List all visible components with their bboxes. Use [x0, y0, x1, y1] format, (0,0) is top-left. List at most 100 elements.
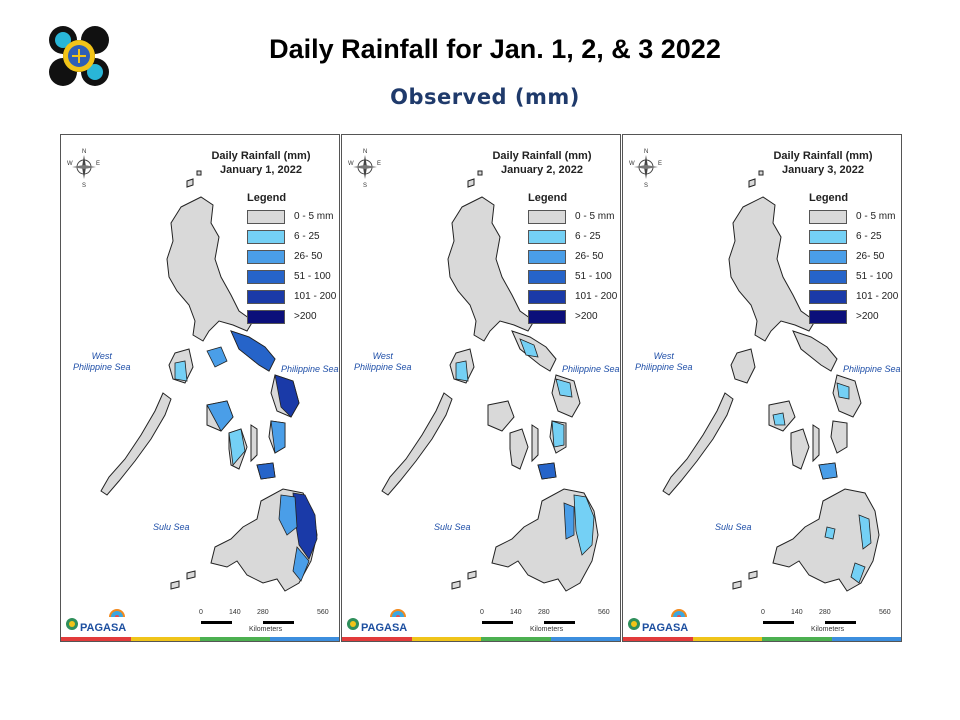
svg-text:PAGASA: PAGASA [642, 622, 688, 634]
province-shape [792, 330, 838, 372]
philippines-map [381, 170, 599, 592]
rainfall-area [850, 562, 866, 584]
svg-text:W: W [67, 161, 73, 167]
legend-swatch [247, 290, 285, 304]
rainfall-area [206, 400, 234, 432]
svg-text:E: E [96, 161, 100, 167]
legend-label: 0 - 5 mm [856, 211, 896, 222]
rainfall-area [278, 494, 298, 536]
province-shape [748, 570, 758, 580]
panel-date: January 3, 2022 [782, 164, 864, 176]
scale-tick: 140 [791, 609, 803, 616]
rainfall-area [551, 420, 565, 448]
legend-swatch [528, 290, 566, 304]
scale-unit: Kilometers [811, 626, 845, 633]
svg-text:W: W [629, 161, 635, 167]
legend-label: 6 - 25 [856, 231, 882, 242]
rainfall-area [858, 514, 872, 550]
dost-logo [47, 24, 111, 88]
legend-label: 101 - 200 [575, 291, 618, 302]
rainfall-area [274, 374, 300, 418]
province-shape [170, 580, 180, 590]
province-shape [166, 196, 254, 342]
scale-bar: 0 140 280 560 Kilometers [199, 609, 329, 635]
panel-title: Daily Rainfall (mm) January 3, 2022 [763, 149, 883, 177]
west-philippine-sea-label: West Philippine Sea [354, 351, 412, 372]
province-shape [748, 178, 756, 188]
panel-date: January 2, 2022 [501, 164, 583, 176]
svg-text:PAGASA: PAGASA [361, 622, 407, 634]
province-shape [812, 424, 820, 463]
svg-text:S: S [82, 183, 86, 189]
rainfall-area [555, 378, 573, 398]
svg-text:W: W [348, 161, 354, 167]
scale-tick: 280 [538, 609, 550, 616]
legend-swatch [247, 210, 285, 224]
scale-tick: 280 [819, 609, 831, 616]
scale-tick: 0 [199, 609, 203, 616]
legend-title: Legend [247, 192, 287, 204]
legend-swatch [528, 310, 566, 324]
rainfall-area [455, 360, 469, 382]
rainfall-area [228, 428, 246, 466]
province-shape [531, 424, 539, 463]
province-shape [381, 392, 453, 496]
svg-text:E: E [658, 161, 662, 167]
legend-label: 51 - 100 [856, 271, 893, 282]
sulu-sea-label: Sulu Sea [434, 522, 471, 532]
legend-label: 26- 50 [575, 251, 604, 262]
panel-title: Daily Rainfall (mm) January 2, 2022 [482, 149, 602, 177]
rainfall-area [292, 546, 310, 582]
svg-text:S: S [644, 183, 648, 189]
compass-rose-icon: N E S W [348, 149, 381, 189]
province-shape [186, 178, 194, 188]
legend-label: 101 - 200 [294, 291, 337, 302]
rainfall-area [519, 338, 539, 358]
panel-title: Daily Rainfall (mm) January 1, 2022 [201, 149, 321, 177]
province-shape [477, 170, 483, 176]
legend-title: Legend [809, 192, 849, 204]
legend-label: 51 - 100 [575, 271, 612, 282]
philippine-sea-label: Philippine Sea [843, 364, 901, 374]
philippine-sea-label: Philippine Sea [281, 364, 339, 374]
province-shape [662, 392, 734, 496]
rainfall-area [573, 494, 595, 556]
province-shape [250, 424, 258, 463]
rainfall-area [256, 462, 276, 480]
page-subtitle: Observed (mm) [390, 85, 580, 109]
scale-unit: Kilometers [249, 626, 283, 633]
svg-text:PAGASA: PAGASA [80, 622, 126, 634]
color-strip [342, 637, 620, 641]
rainfall-area [772, 412, 786, 426]
scale-tick: 0 [761, 609, 765, 616]
philippines-map [100, 170, 318, 592]
rainfall-area [174, 360, 188, 382]
legend-swatch [247, 250, 285, 264]
province-shape [830, 420, 848, 454]
legend-swatch [809, 210, 847, 224]
legend-label: 26- 50 [856, 251, 885, 262]
province-shape [100, 392, 172, 496]
province-shape [509, 428, 529, 470]
province-shape [730, 348, 756, 384]
province-shape [186, 570, 196, 580]
sulu-sea-label: Sulu Sea [715, 522, 752, 532]
philippine-sea-label: Philippine Sea [562, 364, 620, 374]
legend-swatch [528, 250, 566, 264]
scale-tick: 0 [480, 609, 484, 616]
province-shape [467, 570, 477, 580]
rainfall-area [818, 462, 838, 480]
color-strip [623, 637, 901, 641]
rainfall-area [230, 330, 276, 372]
legend-label: 0 - 5 mm [294, 211, 334, 222]
rainfall-area [270, 420, 286, 454]
province-shape [728, 196, 816, 342]
legend-swatch [809, 250, 847, 264]
rainfall-area [824, 526, 836, 540]
legend-swatch [247, 310, 285, 324]
legend-swatch [528, 270, 566, 284]
legend-swatch [809, 270, 847, 284]
province-shape [451, 580, 461, 590]
sulu-sea-label: Sulu Sea [153, 522, 190, 532]
scale-tick: 560 [598, 609, 610, 616]
